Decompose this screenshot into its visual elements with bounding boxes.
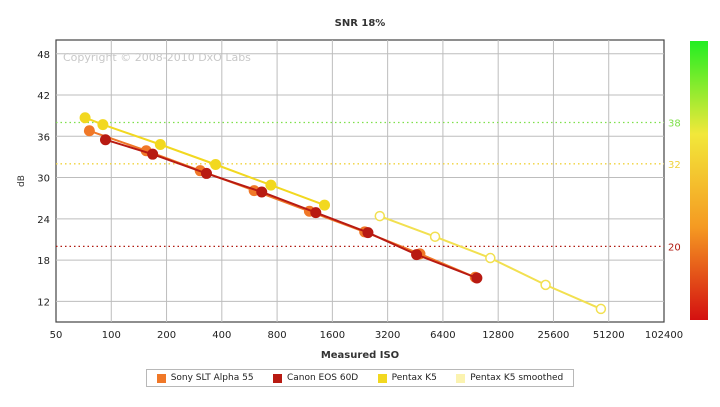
x-tick-label: 6400 (430, 330, 455, 341)
legend: Sony SLT Alpha 55 Canon EOS 60D Pentax K5 P… (146, 369, 574, 387)
x-axis-label: Measured ISO (321, 350, 399, 361)
legend-swatch (156, 373, 166, 383)
y-tick-label: 18 (37, 256, 50, 267)
x-tick-label: 102400 (645, 330, 683, 341)
reference-labels: 38 32 20 (668, 119, 681, 254)
copyright-watermark: Copyright © 2008-2010 DxO Labs (63, 51, 251, 64)
data-point (256, 186, 268, 198)
reference-label: 32 (668, 160, 681, 171)
y-tick-label: 24 (37, 215, 50, 226)
data-point (595, 303, 607, 315)
x-tick-label: 200 (157, 330, 176, 341)
data-point (471, 272, 483, 284)
data-point (319, 199, 331, 211)
y-tick-label: 30 (37, 174, 50, 185)
legend-item: Pentax K5 (377, 373, 437, 383)
series-canon-eos-60d (99, 134, 483, 284)
data-point (485, 252, 496, 264)
color-scale-bar (690, 41, 708, 320)
x-tick-label: 3200 (375, 330, 400, 341)
x-tick-label: 1600 (320, 330, 345, 341)
x-axis-ticks: 50 100 200 400 800 1600 3200 6400 12800 25600 5120… (50, 330, 683, 341)
plot-area (55, 39, 665, 323)
legend-item: Canon EOS 60D (272, 373, 359, 383)
reference-label: 20 (668, 242, 681, 253)
x-tick-label: 50 (50, 330, 63, 341)
y-tick-label: 42 (37, 91, 50, 102)
series-pentax-k5-smoothed (374, 210, 607, 315)
y-tick-label: 36 (37, 132, 50, 143)
x-tick-label: 12800 (482, 330, 514, 341)
legend-item: Pentax K5 smoothed (456, 373, 563, 383)
legend-item: Sony SLT Alpha 55 (156, 373, 254, 383)
data-point (429, 231, 441, 242)
y-axis-ticks: 12 18 24 30 36 42 48 (37, 50, 50, 309)
grid (56, 40, 664, 322)
x-tick-label: 25600 (538, 330, 570, 341)
data-point (374, 210, 386, 222)
series-pentax-k5 (79, 112, 331, 211)
legend-swatch (272, 373, 282, 383)
data-point (540, 279, 551, 291)
data-point (411, 249, 423, 261)
chart-title: SNR 18% (335, 18, 386, 29)
series-line (105, 138, 478, 279)
data-point (147, 148, 159, 160)
data-point (99, 134, 111, 146)
x-tick-label: 800 (268, 330, 287, 341)
legend-label: Canon EOS 60D (286, 373, 359, 383)
legend-label: Pentax K5 smoothed (470, 373, 564, 383)
data-point (310, 207, 322, 219)
data-point (79, 112, 91, 124)
y-axis-label: dB (17, 175, 27, 187)
data-point (83, 125, 95, 137)
x-tick-label: 51200 (593, 330, 625, 341)
data-point (265, 179, 277, 191)
x-tick-label: 100 (102, 330, 121, 341)
legend-label: Sony SLT Alpha 55 (170, 373, 254, 383)
x-tick-label: 400 (212, 330, 231, 341)
series-layer (79, 112, 607, 315)
data-point (210, 158, 222, 170)
data-point (97, 119, 109, 131)
data-point (362, 227, 374, 239)
legend-swatch (377, 373, 387, 383)
y-tick-label: 48 (37, 50, 50, 61)
legend-label: Pentax K5 (391, 373, 437, 383)
y-tick-label: 12 (37, 297, 50, 308)
data-point (154, 139, 166, 151)
data-point (200, 167, 212, 179)
reference-label: 38 (668, 119, 681, 130)
legend-swatch (456, 373, 466, 383)
